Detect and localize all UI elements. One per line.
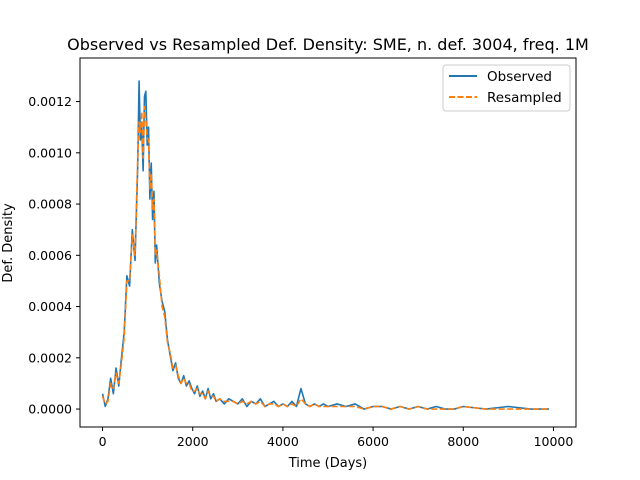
plot-lines (101, 80, 549, 410)
y-tick-label: 0.0010 (28, 145, 72, 160)
y-tick-label: 0.0002 (28, 350, 72, 365)
axes-frame (79, 57, 577, 428)
y-axis-ticks: 0.0000 0.0002 0.0004 0.0006 0.0008 0.0010 0.00… (28, 94, 80, 417)
x-tick-label: 6000 (357, 434, 389, 449)
y-tick-label: 0.0000 (28, 402, 72, 417)
x-tick-label: 4000 (267, 434, 299, 449)
y-tick-label: 0.0008 (28, 197, 72, 212)
x-axis-label: Time (Days) (288, 456, 368, 471)
x-tick-label: 8000 (447, 434, 479, 449)
series-line-resampled (101, 105, 549, 410)
legend-label-observed: Observed (487, 69, 552, 85)
legend-label-resampled: Resampled (487, 90, 562, 106)
x-tick-label: 0 (99, 434, 107, 449)
x-tick-label: 10000 (534, 434, 574, 449)
x-tick-label: 2000 (177, 434, 209, 449)
legend: Observed Resampled (442, 64, 571, 112)
chart-title: Observed vs Resampled Def. Density: SME,… (67, 35, 589, 54)
y-tick-label: 0.0006 (28, 248, 72, 263)
y-tick-label: 0.0004 (28, 299, 72, 314)
x-axis-ticks: 0 2000 4000 6000 8000 10000 (99, 427, 574, 449)
y-tick-label: 0.0012 (28, 94, 72, 109)
y-axis-label: Def. Density (1, 203, 16, 283)
